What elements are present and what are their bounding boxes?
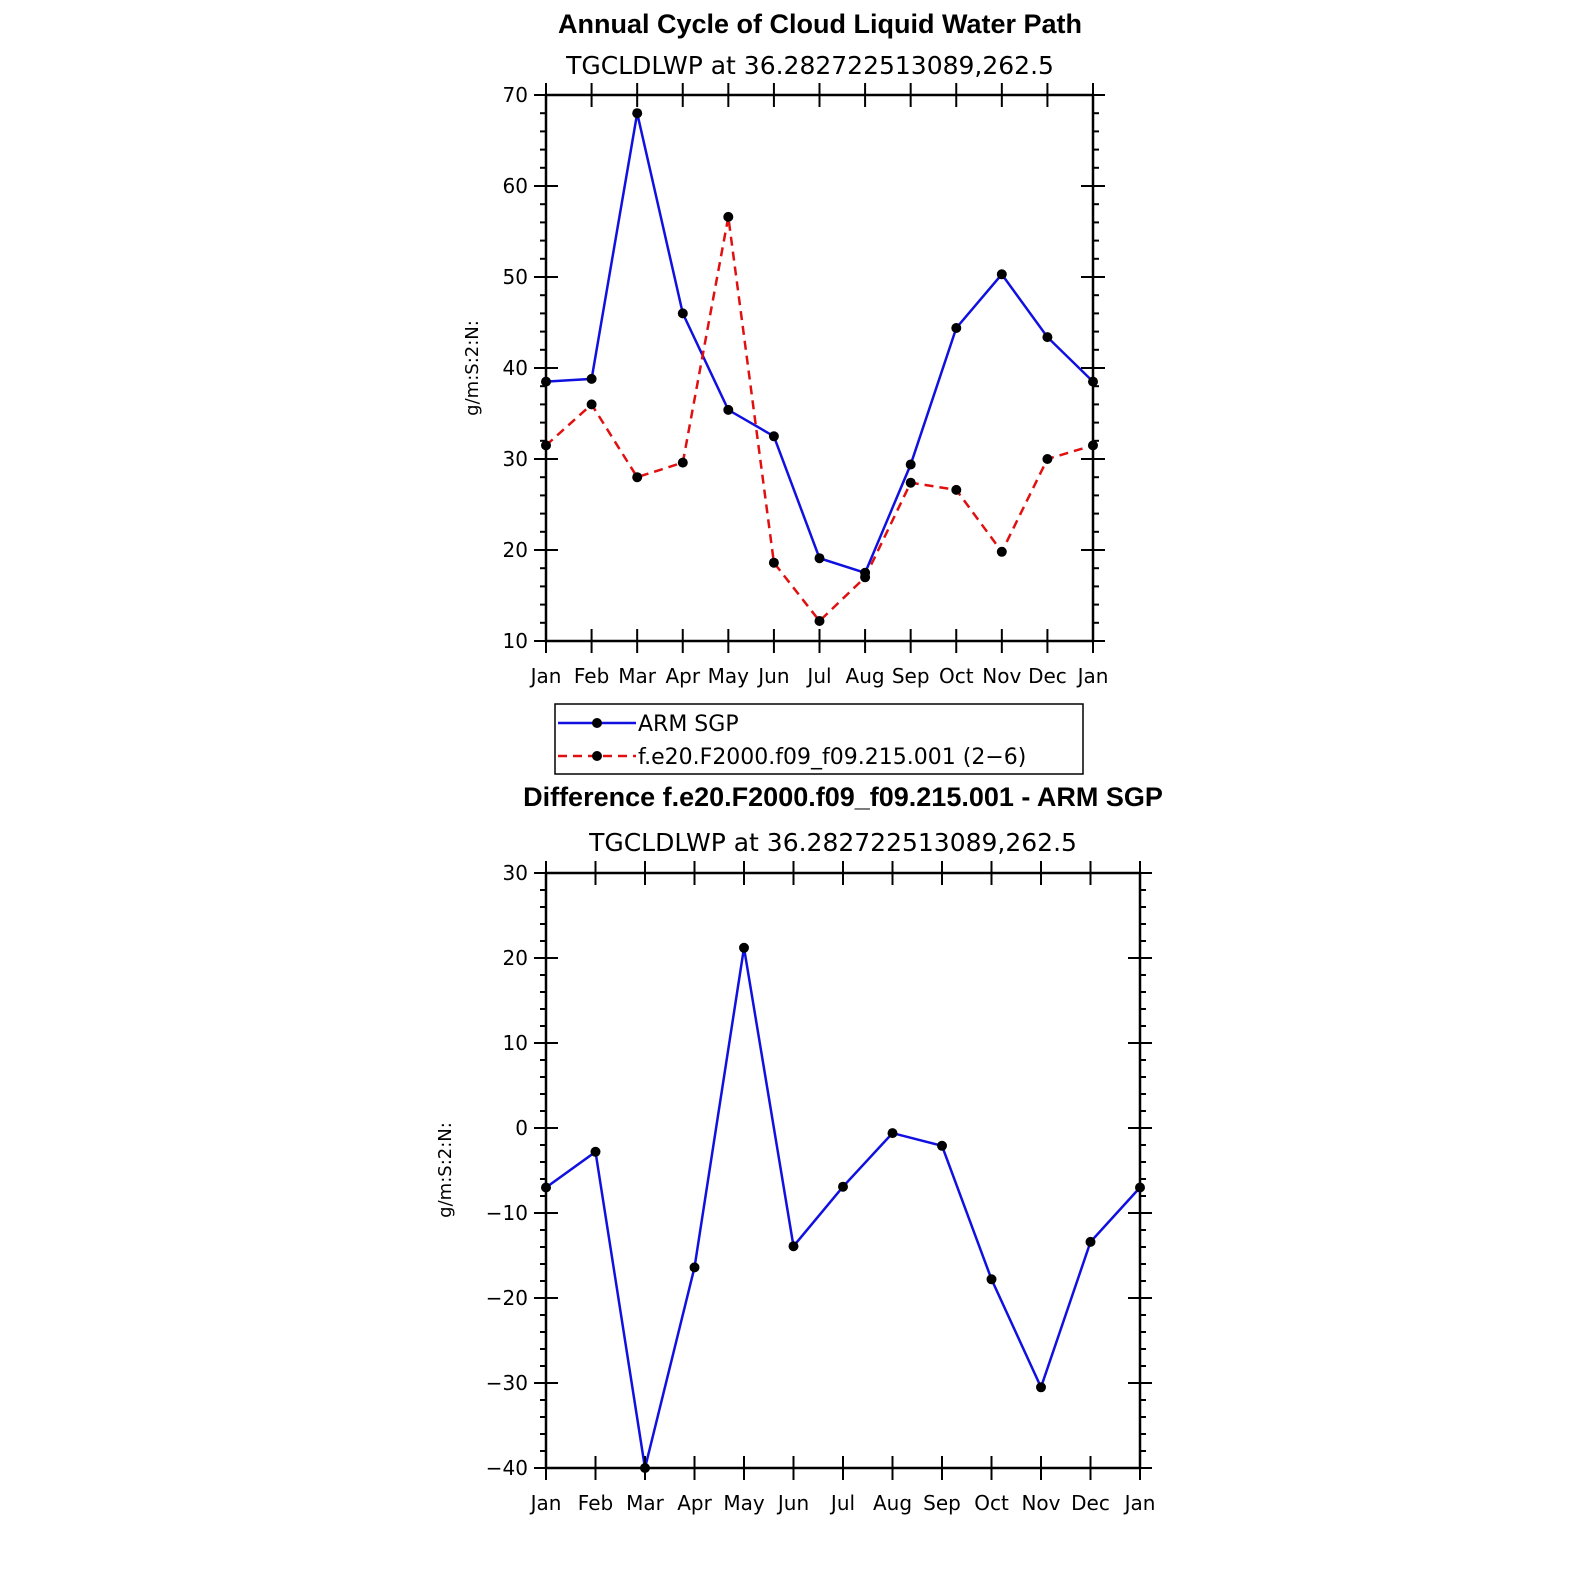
legend-label-arm: ARM SGP (638, 712, 739, 737)
top-chart-point-s1-1 (586, 399, 597, 410)
top-chart-point-s1-4 (723, 211, 734, 222)
top-chart-ytick-label: 30 (503, 447, 528, 471)
top-chart-ylabel: g/m:S:2:N: (462, 320, 483, 416)
bottom-chart-ytick-label: −20 (486, 1286, 528, 1310)
top-chart-ytick-label: 40 (503, 356, 528, 380)
top-chart-point-s0-4 (723, 404, 734, 415)
bottom-chart-xtick-label: Nov (1021, 1491, 1060, 1515)
top-chart-point-s0-11 (1042, 332, 1053, 343)
top-chart-point-s1-7 (860, 572, 871, 583)
bottom-chart-point-s0-3 (689, 1262, 700, 1273)
top-chart-plot: 10 20 30 40 50 60 70 Jan Feb Mar Apr May Jun Jul Aug Se… (503, 83, 1109, 688)
bottom-chart-xtick-label: May (723, 1491, 765, 1515)
top-chart-point-s1-8 (905, 477, 916, 488)
top-chart-point-s0-1 (586, 373, 597, 384)
top-chart-subtitle: TGCLDLWP at 36.282722513089,262.5 (565, 51, 1054, 80)
top-chart-xtick-label: Oct (939, 664, 974, 688)
top-chart-point-s0-9 (951, 323, 962, 333)
bottom-chart-xtick-label: Feb (578, 1491, 613, 1515)
bottom-chart-point-s0-7 (887, 1128, 898, 1139)
top-chart-xtick-label: Mar (618, 664, 657, 688)
top-chart-xtick-label: Aug (846, 664, 885, 688)
bottom-chart-xtick-label: Sep (923, 1491, 961, 1515)
top-chart-xtick-label: Jul (805, 664, 831, 688)
top-chart-series-line-0 (545, 112, 1094, 575)
bottom-chart-xtick-label: Jan (1123, 1491, 1156, 1515)
bottom-chart-point-s0-9 (986, 1274, 997, 1285)
bottom-chart-ytick-label: 20 (503, 946, 528, 970)
legend-label-model: f.e20.F2000.f09_f09.215.001 (2−6) (638, 745, 1026, 770)
top-chart-point-s0-10 (996, 269, 1007, 280)
top-chart-xtick-label: Sep (892, 664, 930, 688)
top-chart-point-s1-3 (677, 457, 688, 468)
top-chart-xtick-label: Apr (665, 664, 700, 688)
top-chart-point-s0-6 (814, 553, 825, 564)
top-chart-xtick-label: May (708, 664, 750, 688)
top-chart-ytick-label: 70 (503, 83, 528, 107)
legend-marker-model (592, 751, 602, 761)
top-chart-xtick-label: Jan (1076, 664, 1109, 688)
bottom-chart-point-s0-10 (1036, 1382, 1046, 1393)
top-chart-ytick-label: 60 (503, 174, 528, 198)
bottom-chart-xtick-label: Jul (829, 1491, 855, 1515)
bottom-chart-xtick-label: Jan (529, 1491, 562, 1515)
bottom-chart-point-s0-5 (788, 1241, 799, 1252)
top-chart-xtick-label: Feb (574, 664, 609, 688)
top-chart-point-s0-5 (768, 431, 779, 442)
bottom-chart-ytick-label: −40 (486, 1456, 528, 1480)
bottom-chart-plot: −40 −30 −20 −10 0 10 20 30 Jan Feb Mar Apr May Jun Jul… (486, 861, 1156, 1515)
bottom-chart-title: Difference f.e20.F2000.f09_f09.215.001 -… (523, 782, 1163, 812)
bottom-chart-xtick-label: Oct (974, 1491, 1009, 1515)
bottom-chart-point-s0-6 (838, 1181, 848, 1192)
top-chart-point-s1-5 (768, 557, 779, 568)
bottom-chart-ylabel: g/m:S:2:N: (435, 1122, 456, 1218)
top-chart-point-s0-8 (905, 459, 916, 470)
bottom-chart-frame (544, 871, 1142, 1470)
top-chart-ytick-label: 10 (503, 629, 528, 653)
top-chart-point-s0-2 (632, 108, 643, 119)
top-chart-point-s1-6 (814, 616, 825, 626)
bottom-chart-xtick-label: Jun (776, 1491, 809, 1515)
legend-frame (554, 703, 1084, 775)
bottom-chart-point-s0-1 (590, 1146, 601, 1157)
top-chart-point-s1-9 (951, 484, 962, 495)
bottom-chart-xtick-label: Mar (626, 1491, 665, 1515)
top-chart-legend: ARM SGP f.e20.F2000.f09_f09.215.001 (2−6… (554, 703, 1084, 775)
bottom-chart-point-s0-11 (1085, 1236, 1096, 1247)
top-chart-ytick-label: 20 (503, 538, 528, 562)
legend-marker-arm (592, 718, 602, 728)
bottom-chart-ytick-label: −10 (486, 1201, 528, 1225)
top-chart-ytick-label: 50 (503, 265, 528, 289)
bottom-chart-ytick-label: 0 (515, 1116, 528, 1140)
top-chart-point-s1-2 (632, 472, 643, 483)
bottom-chart-ytick-label: −30 (486, 1371, 528, 1395)
bottom-chart-series-line-0 (545, 947, 1141, 1469)
top-chart-xtick-label: Dec (1028, 664, 1067, 688)
top-chart-title: Annual Cycle of Cloud Liquid Water Path (558, 9, 1082, 39)
top-chart-point-s1-11 (1042, 454, 1053, 464)
bottom-chart-ytick-label: 10 (503, 1031, 528, 1055)
bottom-chart-point-s0-4 (739, 942, 749, 953)
top-chart-xtick-label: Nov (982, 664, 1021, 688)
top-chart-xtick-label: Jun (756, 664, 789, 688)
bottom-chart-subtitle: TGCLDLWP at 36.282722513089,262.5 (588, 828, 1077, 857)
bottom-chart-xtick-label: Dec (1071, 1491, 1110, 1515)
bottom-chart-point-s0-8 (937, 1140, 947, 1151)
bottom-chart-xtick-label: Apr (677, 1491, 712, 1515)
bottom-chart-xtick-label: Aug (873, 1491, 912, 1515)
bottom-chart-ytick-label: 30 (503, 861, 528, 885)
top-chart-xtick-label: Jan (529, 664, 562, 688)
top-chart-point-s1-10 (996, 546, 1007, 557)
top-chart-point-s0-3 (677, 308, 688, 319)
